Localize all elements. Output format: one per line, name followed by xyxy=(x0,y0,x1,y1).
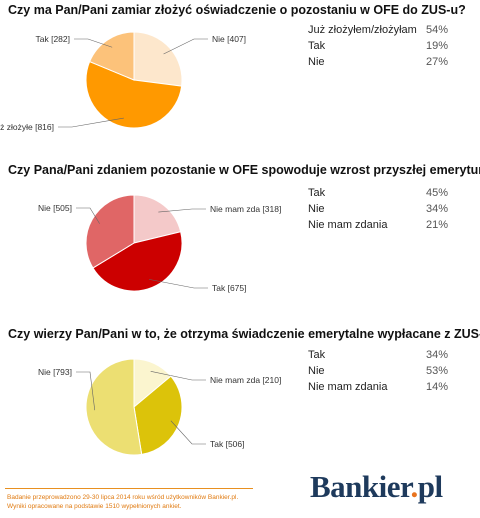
legend-row: Tak 19% xyxy=(308,38,448,54)
chart-1-leader-3 xyxy=(74,38,113,48)
chart-2-leader-1 xyxy=(158,208,206,213)
legend-percentage: 27% xyxy=(425,56,448,68)
legend-percentage: 19% xyxy=(425,40,448,52)
chart-2-pie: Nie mam zda [318] Tak [675] Nie [505] xyxy=(38,194,281,293)
chart-1-slice-2 xyxy=(85,60,183,129)
legend-label: Już złożyłem/złożyłam xyxy=(308,24,417,36)
chart-2-slice-1 xyxy=(133,194,182,244)
legend-percentage: 21% xyxy=(425,219,448,231)
chart-1-legend: Już złożyłem/złożyłam 54% Tak 19% Nie 27% xyxy=(308,22,448,70)
legend-label: Nie mam zdania xyxy=(308,219,388,231)
brand-name: Bankier xyxy=(310,469,411,504)
legend-percentage: 45% xyxy=(425,187,448,199)
legend-label: Nie mam zdania xyxy=(308,381,388,393)
legend-percentage: 14% xyxy=(425,381,448,393)
chart-3-pie: Nie mam zda [210] Tak [506] Nie [793] xyxy=(38,358,281,456)
chart-3-legend: Tak 34% Nie 53% Nie mam zdania 14% xyxy=(308,347,448,395)
chart-1-slice-label-1: Nie [407] xyxy=(212,34,246,44)
chart-3-slice-3 xyxy=(85,358,143,456)
footer-note-line-2: Wyniki opracowane na podstawie 1510 wype… xyxy=(7,503,182,510)
legend-row: Nie 34% xyxy=(308,201,448,217)
brand-suffix: pl xyxy=(417,469,443,504)
chart-1-slice-label-2: Już złożyłe [816] xyxy=(0,122,54,132)
footer-note-line-1: Badanie przeprowadzono 29-30 lipca 2014 … xyxy=(7,494,239,501)
chart-1-slice-3 xyxy=(89,31,135,81)
legend-row: Tak 45% xyxy=(308,185,448,201)
chart-2-title: Czy Pana/Pani zdaniem pozostanie w OFE s… xyxy=(8,163,480,177)
brand-dot: . xyxy=(410,469,418,504)
chart-3-slice-label-1: Nie mam zda [210] xyxy=(210,375,281,385)
chart-2-slice-3 xyxy=(85,194,135,269)
legend-label: Nie xyxy=(308,365,325,377)
legend-label: Tak xyxy=(308,40,326,52)
chart-2-leader-3 xyxy=(76,207,100,224)
legend-row: Nie 27% xyxy=(308,54,448,70)
legend-label: Nie xyxy=(308,203,325,215)
chart-1-title: Czy ma Pan/Pani zamiar złożyć oświadczen… xyxy=(8,3,466,17)
legend-label: Tak xyxy=(308,349,326,361)
chart-1-slice-1 xyxy=(133,31,183,87)
footer-note: Badanie przeprowadzono 29-30 lipca 2014 … xyxy=(7,493,238,511)
chart-2-slice-label-2: Tak [675] xyxy=(212,283,247,293)
legend-label: Nie xyxy=(308,56,325,68)
legend-percentage: 54% xyxy=(425,24,448,36)
legend-row: Nie mam zdania 21% xyxy=(308,217,448,233)
chart-2-slice-label-1: Nie mam zda [318] xyxy=(210,204,281,214)
legend-percentage: 53% xyxy=(425,365,448,377)
chart-2-leader-2 xyxy=(148,279,208,289)
chart-1-leader-2 xyxy=(58,117,124,128)
legend-row: Tak 34% xyxy=(308,347,448,363)
chart-3-slice-label-3: Nie [793] xyxy=(38,367,72,377)
legend-percentage: 34% xyxy=(425,349,448,361)
chart-3-slice-2 xyxy=(133,375,183,455)
legend-row: Nie mam zdania 14% xyxy=(308,379,448,395)
bankier-logo: Bankier.pl xyxy=(310,469,443,505)
legend-label: Tak xyxy=(308,187,326,199)
chart-1-slice-label-3: Tak [282] xyxy=(36,34,71,44)
chart-1-leader-1 xyxy=(163,38,208,55)
chart-3-leader-1 xyxy=(150,371,206,381)
legend-row: Już złożyłem/złożyłam 54% xyxy=(308,22,448,38)
legend-percentage: 34% xyxy=(425,203,448,215)
chart-3-leader-2 xyxy=(170,420,206,445)
chart-3-slice-label-2: Tak [506] xyxy=(210,439,245,449)
chart-2-slice-2 xyxy=(92,231,183,292)
chart-3-leader-3 xyxy=(76,371,96,411)
footer-divider xyxy=(5,488,253,489)
legend-row: Nie 53% xyxy=(308,363,448,379)
chart-3-title: Czy wierzy Pan/Pani w to, że otrzyma świ… xyxy=(8,327,480,341)
chart-2-legend: Tak 45% Nie 34% Nie mam zdania 21% xyxy=(308,185,448,233)
chart-2-slice-label-3: Nie [505] xyxy=(38,203,72,213)
chart-1-pie: Nie [407] Już złożyłe [816] Tak [282] xyxy=(0,31,246,132)
